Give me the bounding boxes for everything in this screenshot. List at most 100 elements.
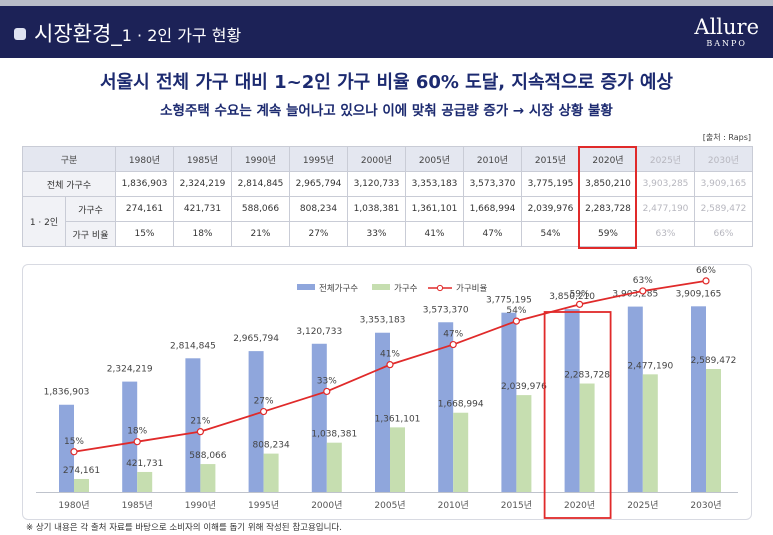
subheadline: 소형주택 수요는 계속 늘어나고 있으나 이에 맞춰 공급량 증가 → 시장 상…: [160, 103, 613, 119]
year-header: 2025년: [636, 146, 695, 172]
household-chart: 전체가구수 가구수 가구비율 1,836,903 274,161 1980년 2,324,2…: [36, 266, 738, 519]
table-cell: 2,477,190: [636, 196, 695, 222]
ratio-point: [639, 287, 647, 295]
title-bullet-icon: [14, 28, 26, 40]
chart-highlight-2020: [543, 311, 612, 519]
ratio-point: [196, 428, 204, 436]
table-cell: 274,161: [115, 196, 174, 222]
bar-total-households: [59, 404, 74, 492]
year-header: 1990년: [231, 146, 290, 172]
bar-households: [74, 478, 89, 492]
data-label-ratio: 54%: [506, 306, 526, 316]
x-tick-label: 2025년: [627, 500, 658, 511]
bar-households: [390, 427, 405, 492]
legend-marker-ratio: [436, 284, 444, 292]
source-note: [출처 : Raps]: [702, 133, 751, 142]
table-cell: 808,234: [289, 196, 348, 222]
year-header: 2005년: [405, 146, 464, 172]
bar-total-households: [564, 309, 580, 492]
headline: 서울시 전체 가구 대비 1~2인 가구 비율 60% 도달, 지속적으로 증가…: [100, 72, 673, 93]
bar-total-households: [122, 381, 138, 492]
data-label-ratio: 27%: [254, 397, 274, 407]
x-tick-label: 2005년: [374, 500, 405, 511]
bar-households: [137, 471, 153, 492]
data-label-households: 2,283,728: [564, 371, 610, 381]
data-label-households: 1,361,101: [375, 414, 421, 424]
ratio-point: [323, 387, 331, 396]
page-header: 시장환경_1 · 2인 가구 현황 Allure BANPO: [0, 6, 773, 58]
ratio-point: [386, 361, 394, 369]
data-label-ratio: 66%: [696, 266, 716, 276]
data-label-households: 588,066: [189, 451, 226, 461]
data-label-households: 2,477,190: [627, 361, 673, 371]
table-cell: 27%: [289, 221, 348, 247]
data-label-ratio: 21%: [190, 417, 210, 427]
data-label-total: 3,850,210: [549, 292, 595, 302]
table-cell: 2,039,976: [521, 196, 580, 222]
table-cell: 15%: [115, 221, 174, 247]
table-cell: 3,909,165: [694, 171, 753, 197]
table-cell: 1,668,994: [463, 196, 522, 222]
data-label-ratio: 47%: [443, 330, 463, 340]
row-group-label: 1 · 2인: [22, 196, 66, 247]
data-label-ratio: 15%: [64, 437, 84, 447]
footnote: ※ 상기 내용은 각 출처 자료를 바탕으로 소비자의 이해를 돕기 위해 작성…: [26, 523, 342, 533]
brand-logo: Allure BANPO: [694, 15, 759, 49]
table-row: 가구 비율 15% 18% 21% 27% 33% 41% 47% 54% 59…: [23, 221, 753, 247]
table-cell: 3,353,183: [405, 171, 464, 197]
legend-label-ratio: 가구비율: [456, 284, 487, 294]
bar-households: [516, 395, 532, 492]
data-label-ratio: 18%: [127, 427, 147, 437]
bar-households: [263, 453, 279, 492]
legend-swatch-households: [372, 284, 390, 290]
data-label-households: 1,668,994: [438, 400, 484, 410]
row-label-ratio: 가구 비율: [65, 221, 116, 247]
year-header: 2010년: [463, 146, 522, 172]
table-cell: 47%: [463, 221, 522, 247]
ratio-point: [70, 448, 78, 456]
page-title-main: 시장환경_: [34, 22, 122, 46]
year-header: 2020년: [579, 146, 637, 172]
data-label-ratio: 63%: [633, 276, 653, 286]
data-label-households: 808,234: [252, 441, 289, 451]
year-header: 1995년: [289, 146, 348, 172]
table-header-row: 구분 1980년 1985년 1990년 1995년 2000년 2005년 2…: [22, 146, 753, 172]
table-cell: 421,731: [173, 196, 232, 222]
brand-logo-name: Allure: [694, 15, 759, 39]
bar-households: [200, 464, 216, 492]
data-label-households: 2,589,472: [691, 356, 737, 366]
data-label-total: 3,120,733: [296, 327, 342, 337]
table-header-label: 구분: [22, 146, 116, 172]
household-table: 구분 1980년 1985년 1990년 1995년 2000년 2005년 2…: [22, 146, 753, 247]
table-cell: 59%: [579, 221, 637, 247]
table-cell: 3,120,733: [347, 171, 406, 197]
legend-swatch-total: [297, 284, 315, 290]
ratio-point: [133, 438, 141, 446]
year-header: 2015년: [521, 146, 580, 172]
data-label-total: 2,814,845: [170, 341, 216, 351]
table-cell: 3,573,370: [463, 171, 522, 197]
data-label-total: 2,324,219: [107, 365, 153, 375]
data-label-total: 3,909,165: [676, 289, 722, 299]
table-cell: 2,589,472: [694, 196, 753, 222]
year-header: 1980년: [115, 146, 174, 172]
x-tick-label: 1995년: [248, 500, 279, 511]
data-label-households: 274,161: [63, 466, 100, 476]
x-tick-label: 1990년: [185, 500, 216, 511]
x-tick-label: 2020년: [564, 500, 595, 511]
chart-frame: [22, 264, 752, 520]
table-cell: 2,965,794: [289, 171, 348, 197]
ratio-point: [702, 277, 710, 285]
ratio-point: [260, 407, 268, 416]
table-cell: 2,283,728: [579, 196, 637, 222]
legend-label-households: 가구수: [394, 284, 418, 294]
table-cell: 63%: [636, 221, 695, 247]
data-label-households: 421,731: [126, 459, 163, 469]
x-tick-label: 2015년: [501, 500, 532, 511]
bar-total-households: [248, 351, 264, 492]
table-cell: 3,775,195: [521, 171, 580, 197]
table-cell: 1,836,903: [115, 171, 174, 197]
table-cell: 2,814,845: [231, 171, 290, 197]
data-label-households: 1,038,381: [311, 430, 357, 440]
table-cell: 18%: [173, 221, 232, 247]
